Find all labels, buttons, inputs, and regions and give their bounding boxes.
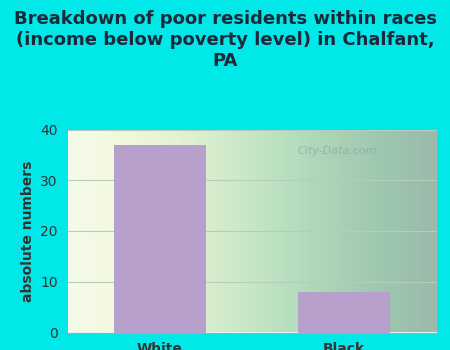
- Text: City-Data.com: City-Data.com: [297, 146, 377, 156]
- Y-axis label: absolute numbers: absolute numbers: [21, 160, 35, 302]
- Bar: [113, 145, 206, 332]
- Bar: [298, 292, 391, 332]
- Text: Breakdown of poor residents within races
(income below poverty level) in Chalfan: Breakdown of poor residents within races…: [14, 10, 436, 70]
